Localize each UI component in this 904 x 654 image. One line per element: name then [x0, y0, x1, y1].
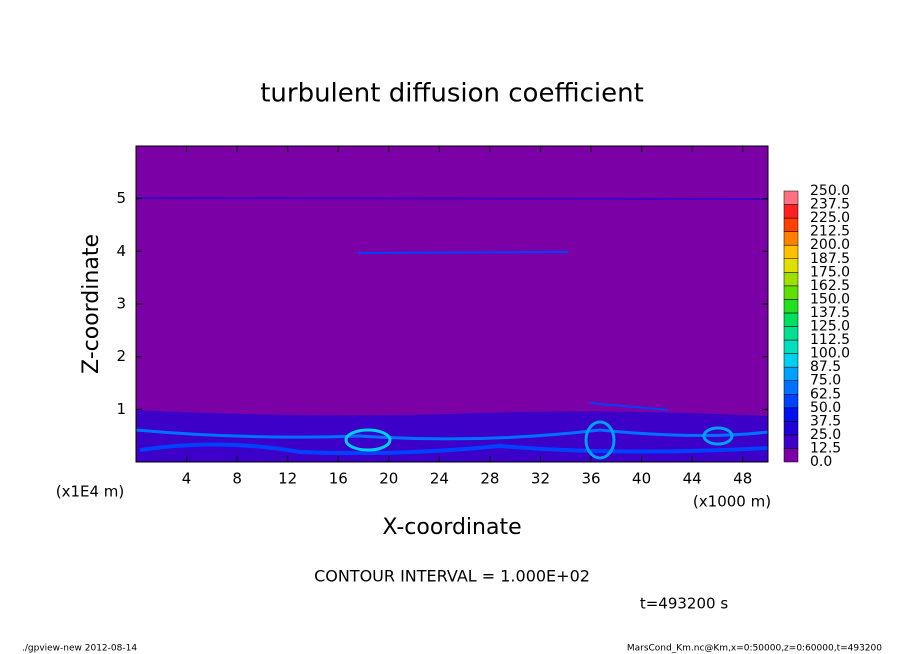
- colorbar-label: 175.0: [810, 264, 850, 280]
- colorbar-band: [783, 366, 799, 381]
- contour-interval: CONTOUR INTERVAL = 1.000E+02: [314, 567, 590, 586]
- chart-title: turbulent diffusion coefficient: [260, 79, 644, 109]
- colorbar-band: [783, 353, 799, 368]
- time-label: t=493200 s: [640, 595, 728, 613]
- colorbar-band: [783, 380, 799, 395]
- colorbar-band: [783, 299, 799, 314]
- colorbar-band: [783, 434, 799, 449]
- y-tick-label: 1: [116, 400, 126, 418]
- colorbar-label: 212.5: [810, 224, 850, 240]
- x-tick-label: 8: [232, 470, 242, 488]
- colorbar-band: [783, 272, 799, 287]
- x-tick-label: 44: [683, 470, 702, 488]
- colorbar-label: 112.5: [810, 332, 850, 348]
- colorbar-label: 162.5: [810, 278, 850, 294]
- y-tick-label: 5: [116, 189, 126, 207]
- colorbar-label: 150.0: [810, 291, 850, 307]
- colorbar-band: [783, 339, 799, 354]
- x-tick-label: 4: [182, 470, 192, 488]
- colorbar-label: 87.5: [810, 359, 841, 375]
- y-axis-label: Z-coordinate: [79, 234, 104, 374]
- colorbar-band: [783, 407, 799, 422]
- y-unit: (x1E4 m): [56, 483, 125, 501]
- colorbar-label: 187.5: [810, 251, 850, 267]
- field-streak: [589, 402, 669, 411]
- colorbar-band: [783, 190, 799, 205]
- field-eddy: [702, 426, 734, 446]
- x-tick-label: 36: [581, 470, 600, 488]
- colorbar-band: [783, 244, 799, 259]
- colorbar-band: [783, 231, 799, 246]
- field: [135, 146, 769, 462]
- colorbar-band: [783, 448, 799, 463]
- colorbar-band: [783, 285, 799, 300]
- footer-left: ./gpview-new 2012-08-14: [22, 644, 137, 654]
- field-streak: [139, 442, 769, 456]
- colorbar-label: 0.0: [810, 454, 832, 470]
- x-unit: (x1000 m): [693, 493, 771, 511]
- x-tick-label: 20: [379, 470, 398, 488]
- colorbar-band: [783, 204, 799, 219]
- x-tick-label: 48: [733, 470, 752, 488]
- footer-right: MarsCond_Km.nc@Km,x=0:50000,z=0:60000,t=…: [627, 644, 882, 654]
- colorbar-label: 50.0: [810, 400, 841, 416]
- colorbar-label: 100.0: [810, 346, 850, 362]
- field-streak: [357, 251, 569, 254]
- x-tick-label: 12: [278, 470, 297, 488]
- colorbar-label: 137.5: [810, 305, 850, 321]
- colorbar-label: 237.5: [810, 197, 850, 213]
- colorbar-band: [783, 394, 799, 409]
- field-eddy: [344, 428, 392, 452]
- colorbar-band: [783, 312, 799, 327]
- x-tick-label: 16: [329, 470, 348, 488]
- x-tick-label: 24: [430, 470, 449, 488]
- colorbar-label: 125.0: [810, 319, 850, 335]
- field-streak: [135, 428, 769, 441]
- colorbar-band: [783, 421, 799, 436]
- x-tick-label: 28: [480, 470, 499, 488]
- colorbar-band: [783, 217, 799, 232]
- colorbar-label: 62.5: [810, 386, 841, 402]
- x-axis-label: X-coordinate: [382, 515, 521, 540]
- x-tick-label: 32: [531, 470, 550, 488]
- x-tick-label: 40: [632, 470, 651, 488]
- colorbar-label: 250.0: [810, 183, 850, 199]
- y-tick-label: 4: [116, 242, 126, 260]
- field-streak: [135, 197, 769, 200]
- colorbar-label: 12.5: [810, 440, 841, 456]
- field-eddy: [584, 420, 616, 460]
- y-tick-label: 3: [116, 295, 126, 313]
- colorbar-label: 200.0: [810, 237, 850, 253]
- colorbar-label: 25.0: [810, 427, 841, 443]
- colorbar-band: [783, 258, 799, 273]
- colorbar-label: 37.5: [810, 413, 841, 429]
- colorbar-band: [783, 326, 799, 341]
- colorbar-label: 225.0: [810, 210, 850, 226]
- y-tick-label: 2: [116, 347, 126, 365]
- colorbar-label: 75.0: [810, 373, 841, 389]
